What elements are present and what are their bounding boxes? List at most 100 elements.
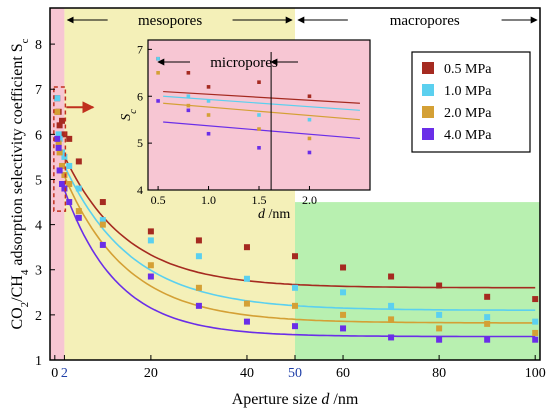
data-point	[56, 149, 63, 156]
data-point	[99, 221, 106, 228]
x-tick-label: 100	[525, 366, 546, 381]
data-points	[53, 86, 539, 343]
inset-point	[156, 71, 160, 75]
data-point	[66, 181, 73, 187]
data-point	[195, 284, 202, 291]
y-tick-label: 8	[35, 38, 42, 53]
inset-point	[156, 99, 160, 103]
legend-marker	[422, 106, 434, 118]
inset-y-label: Sc	[119, 109, 139, 121]
data-point	[532, 318, 539, 325]
data-point	[388, 273, 395, 280]
legend-label: 4.0 MPa	[444, 128, 492, 143]
data-point	[340, 264, 347, 271]
fit-curves	[63, 155, 536, 338]
data-point	[195, 253, 202, 260]
data-point	[61, 131, 68, 138]
data-point	[56, 167, 63, 174]
data-point	[340, 289, 347, 296]
data-point	[388, 316, 395, 323]
inset-point	[307, 94, 312, 99]
inset-point	[206, 131, 211, 136]
inset-x-tick-label: 1.0	[201, 193, 216, 207]
data-point	[532, 336, 539, 343]
x-tick-label: 20	[144, 366, 158, 381]
data-point	[56, 122, 63, 129]
data-point	[484, 293, 491, 300]
data-point	[532, 296, 539, 303]
data-point	[292, 302, 298, 309]
fit-curve-05MPa	[63, 155, 536, 289]
data-point	[243, 244, 250, 251]
inset-point	[156, 56, 160, 61]
inset-point	[257, 113, 261, 117]
data-point	[243, 318, 250, 325]
data-point	[340, 325, 347, 332]
data-point	[66, 135, 73, 142]
data-point	[66, 199, 73, 206]
legend-marker	[422, 128, 434, 140]
data-point	[388, 334, 395, 341]
x-tick-label: 50	[288, 366, 302, 381]
data-point	[436, 311, 443, 318]
y-tick-label: 5	[35, 173, 42, 188]
data-point	[75, 185, 82, 192]
inset-x-tick-label: 2.0	[302, 193, 317, 207]
inset-point	[206, 99, 211, 103]
y-tick-label: 6	[35, 128, 42, 143]
legend-label: 2.0 MPa	[444, 106, 492, 121]
inset-y-tick-label: 6	[137, 89, 143, 103]
fit-curve-40MPa	[63, 189, 536, 338]
data-point	[147, 228, 154, 235]
fit-curve-10MPa	[63, 165, 536, 311]
legend-label: 0.5 MPa	[444, 62, 492, 77]
data-point	[484, 320, 491, 327]
macropores-label: macropores	[390, 13, 460, 29]
y-tick-label: 7	[35, 83, 42, 98]
fit-curve-20MPa	[63, 175, 536, 324]
mesopores-label: mesopores	[138, 13, 202, 29]
data-point	[436, 325, 443, 332]
data-point	[292, 323, 298, 330]
inset-line	[163, 102, 360, 121]
inset-y-tick-label: 5	[137, 136, 143, 150]
data-point	[340, 311, 347, 318]
micropores-label: micropores	[210, 55, 278, 71]
x-tick-label: 40	[240, 366, 254, 381]
legend-marker	[422, 84, 434, 96]
inset-x-label: d /nm	[258, 207, 290, 222]
data-point	[61, 185, 68, 192]
data-point	[55, 131, 62, 138]
inset-point	[186, 103, 191, 108]
data-point	[54, 108, 61, 115]
y-tick-label: 2	[35, 309, 42, 324]
inset-line	[163, 95, 360, 111]
data-point	[484, 314, 491, 321]
inset-point	[307, 117, 312, 122]
y-tick-label: 1	[35, 354, 42, 369]
inset-point	[307, 150, 312, 155]
data-point	[195, 237, 202, 244]
data-point	[59, 162, 66, 169]
data-point	[61, 153, 68, 160]
region-macropores	[295, 202, 540, 360]
y-axis-label: CO2/CH4 adsorption selectivity coefficie…	[9, 38, 31, 329]
inset-point	[307, 136, 312, 141]
inset-line	[163, 121, 360, 140]
data-point	[59, 117, 66, 124]
inset-point	[257, 127, 261, 131]
y-tick-label: 4	[35, 219, 42, 234]
data-point	[99, 217, 106, 224]
x-tick-label: 0	[51, 366, 58, 381]
x-tick-label: 60	[336, 366, 350, 381]
data-point	[66, 162, 73, 169]
data-point	[54, 135, 61, 142]
data-point	[436, 282, 443, 289]
inset-point	[206, 113, 211, 117]
x-tick-label: 2	[61, 366, 68, 381]
data-point	[55, 140, 62, 147]
data-point	[147, 273, 154, 280]
inset-line	[163, 90, 360, 104]
inset-x-tick-label: 1.5	[252, 193, 267, 207]
legend-label: 1.0 MPa	[444, 84, 492, 99]
